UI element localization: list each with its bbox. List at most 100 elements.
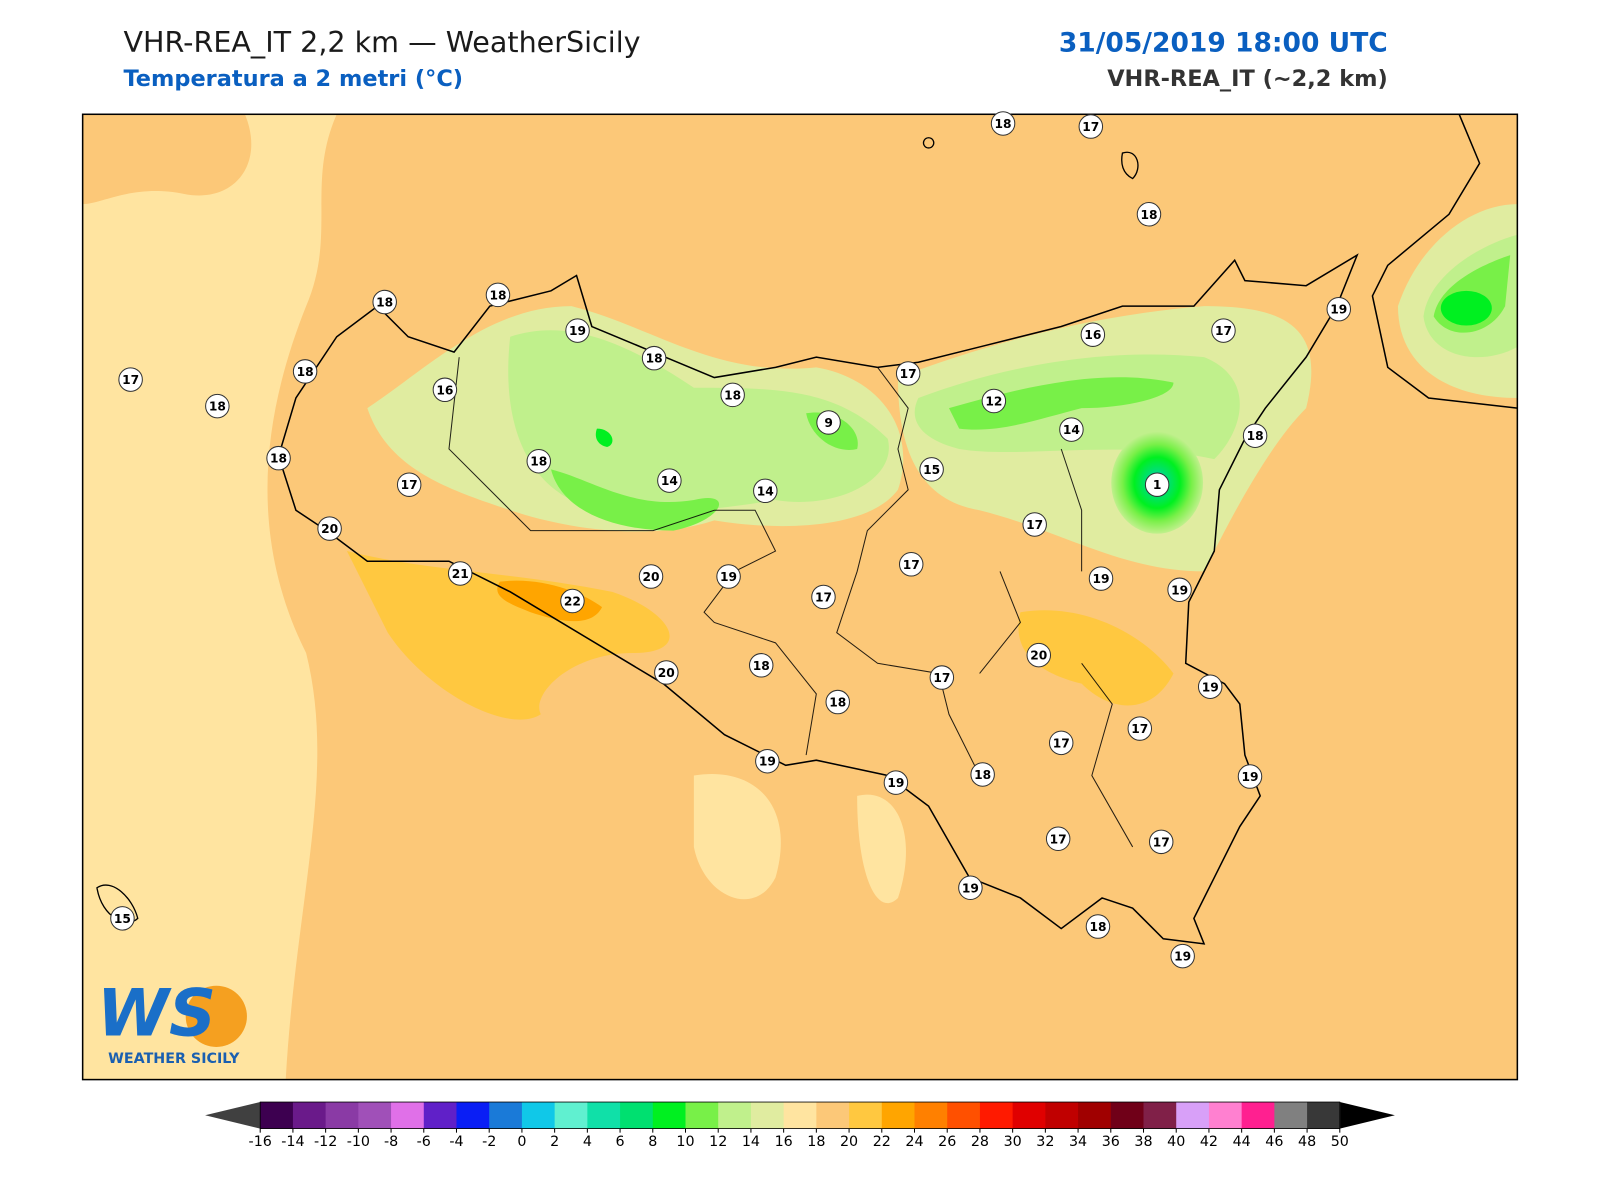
station-label: 18: [646, 352, 663, 366]
station-marker: [1237, 764, 1263, 789]
station-label: 18: [753, 659, 770, 673]
station-label: 19: [887, 776, 904, 790]
colorbar-tick-label: 38: [1134, 1134, 1152, 1150]
colorbar-bin: [914, 1102, 948, 1129]
model: VHR-REA_IT (~2,2 km): [1107, 66, 1388, 92]
station-marker: [654, 660, 679, 685]
station-marker: [110, 906, 135, 931]
map-frame: [81, 113, 1519, 1081]
colorbar-bin: [1241, 1102, 1275, 1129]
station-label: 18: [209, 400, 226, 414]
station-label: 18: [1089, 920, 1106, 934]
station-marker: [396, 472, 422, 497]
logo-name: WEATHER SICILY: [108, 1051, 240, 1067]
colorbar-bin: [1143, 1102, 1177, 1129]
station-marker: [292, 359, 318, 384]
colorbar-bin: [260, 1102, 294, 1129]
station-label: 17: [1050, 832, 1067, 846]
station-label: 14: [757, 484, 774, 498]
station-label: 17: [1082, 120, 1099, 134]
station-marker: [1197, 674, 1223, 699]
station-marker: [485, 282, 511, 308]
colorbar-tick-label: 0: [517, 1134, 526, 1150]
colorbar-tick-label: -16: [249, 1134, 272, 1150]
colorbar-tick-label: 4: [583, 1134, 592, 1150]
colorbar-bin: [521, 1102, 556, 1129]
logo-mark: WS: [97, 975, 216, 1051]
station-label: 17: [903, 558, 920, 572]
station-marker: [266, 445, 291, 471]
station-marker: [1085, 914, 1111, 939]
station-marker: [929, 665, 955, 690]
station-marker: [641, 345, 667, 371]
station-label: 18: [376, 296, 393, 310]
station-label: 19: [1174, 950, 1191, 964]
colorbar-tick-label: -6: [417, 1134, 431, 1150]
station-label: 19: [1171, 583, 1188, 597]
colorbar-tick-label: 40: [1167, 1134, 1185, 1150]
station-label: 17: [815, 590, 832, 604]
station-marker: [638, 564, 664, 589]
colorbar-bin: [1012, 1102, 1046, 1129]
colorbar-tick-label: -2: [482, 1134, 496, 1150]
colorbar-bin: [718, 1102, 752, 1129]
colorbar-tick-label: 6: [616, 1134, 625, 1150]
colorbar-tick-label: 14: [742, 1134, 760, 1150]
station-marker: [970, 762, 995, 787]
station-marker: [526, 448, 552, 474]
station-marker: [1048, 730, 1074, 756]
colorbar-tick-label: -10: [347, 1134, 370, 1150]
station-marker: [1022, 512, 1047, 537]
colorbar-tick-label: 24: [905, 1134, 923, 1150]
colorbar-bin: [423, 1102, 458, 1129]
colorbar-tick-label: -4: [449, 1134, 463, 1150]
colorbar-tick-label: 46: [1265, 1134, 1283, 1150]
colorbar-over: [1339, 1102, 1395, 1129]
station-label: 14: [1063, 423, 1080, 437]
colorbar-bin: [489, 1102, 523, 1129]
station-label: 17: [1053, 736, 1070, 750]
colorbar-bin: [292, 1102, 327, 1129]
station-label: 17: [1026, 518, 1043, 532]
station-label: 20: [643, 570, 660, 584]
station-label: 15: [114, 912, 131, 926]
station-label: 18: [530, 455, 547, 469]
colorbar-tick-label: 16: [775, 1134, 793, 1150]
colorbar-bin: [1274, 1102, 1308, 1129]
station-marker: [1148, 829, 1174, 855]
colorbar-bin: [816, 1102, 850, 1129]
colorbar-frame: [259, 1101, 1341, 1129]
station-marker: [1167, 577, 1192, 603]
station-label: 14: [661, 474, 678, 488]
colorbar-bin: [1176, 1102, 1210, 1129]
station-marker: [716, 564, 741, 589]
station-label: 1: [1153, 478, 1162, 492]
station-label: 19: [759, 755, 776, 769]
station-marker: [898, 552, 924, 577]
station-label: 20: [1030, 649, 1047, 663]
station-marker: [1078, 114, 1104, 139]
colorbar-tick-label: 32: [1036, 1134, 1054, 1150]
station-marker: [1242, 423, 1268, 448]
station-label: 19: [1241, 770, 1258, 784]
station-label: 18: [489, 288, 506, 302]
station-label: 19: [962, 881, 979, 895]
station-label: 16: [436, 383, 453, 397]
colorbar: -16 -14 -12 -10 -8 -6 -4 -2 0 2 4 6 8 10 12 14 16 18 20 22 2…: [205, 1101, 1395, 1150]
station-marker: [981, 388, 1007, 414]
station-marker: [1144, 472, 1170, 497]
colorbar-bin: [587, 1102, 621, 1129]
station-marker: [317, 516, 342, 541]
station-marker: [657, 468, 682, 493]
station-marker: [811, 584, 836, 610]
station-marker: [1127, 716, 1153, 741]
station-label: 20: [321, 522, 338, 536]
station-label: 18: [829, 696, 846, 710]
colorbar-bin: [1078, 1102, 1112, 1129]
colorbar-tick-label: 44: [1233, 1134, 1251, 1150]
colorbar-bin: [456, 1102, 490, 1129]
station-label: 19: [1202, 680, 1219, 694]
colorbar-tick-label: -12: [314, 1134, 337, 1150]
colorbar-tick-label: 26: [938, 1134, 956, 1150]
